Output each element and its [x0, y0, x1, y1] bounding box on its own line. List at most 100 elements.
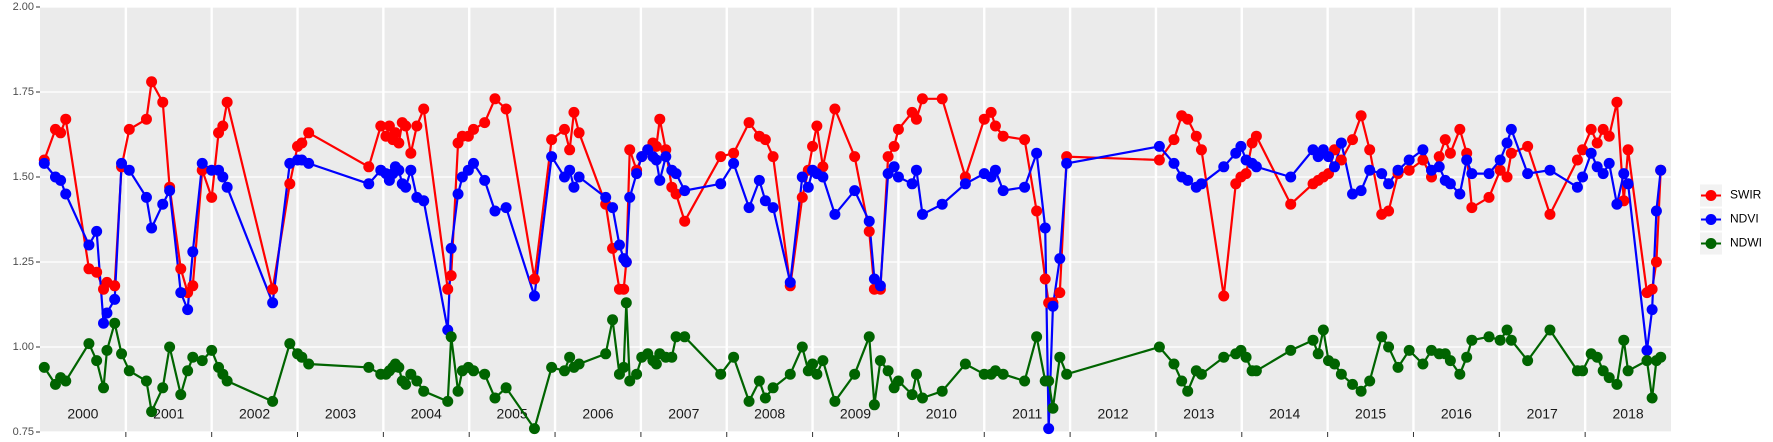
data-point — [418, 385, 430, 397]
x-tick-label: 2006 — [582, 406, 613, 422]
data-point — [267, 283, 279, 295]
data-point — [91, 266, 103, 278]
data-point — [157, 96, 169, 108]
data-point — [91, 355, 103, 367]
data-point — [1061, 157, 1073, 169]
x-tick-label: 2008 — [754, 406, 785, 422]
data-point — [1364, 144, 1376, 156]
data-point — [985, 106, 997, 118]
data-point — [546, 151, 558, 163]
data-point — [573, 127, 585, 139]
data-point — [1483, 191, 1495, 203]
data-point — [363, 361, 375, 373]
data-point — [916, 93, 928, 105]
data-point — [405, 147, 417, 159]
data-point — [892, 375, 904, 387]
data-point — [1317, 324, 1329, 336]
data-point — [1655, 164, 1667, 176]
data-point — [1591, 351, 1603, 363]
data-point — [1618, 168, 1630, 180]
data-point — [528, 273, 540, 285]
data-point — [715, 178, 727, 190]
data-point — [1322, 151, 1334, 163]
data-point — [753, 375, 765, 387]
data-point — [743, 395, 755, 407]
data-point — [1235, 140, 1247, 152]
data-point — [829, 208, 841, 220]
data-point — [796, 341, 808, 353]
data-point — [1466, 202, 1478, 214]
data-point — [1376, 331, 1388, 343]
data-point — [442, 283, 454, 295]
data-point — [959, 358, 971, 370]
data-point — [1383, 178, 1395, 190]
data-point — [1403, 154, 1415, 166]
data-point — [1195, 144, 1207, 156]
data-point — [303, 157, 315, 169]
data-point — [363, 178, 375, 190]
data-point — [116, 157, 128, 169]
data-point — [1585, 147, 1597, 159]
data-point — [109, 317, 121, 329]
data-point — [1461, 154, 1473, 166]
data-point — [1347, 188, 1359, 200]
data-point — [500, 202, 512, 214]
data-point — [489, 93, 501, 105]
data-point — [759, 134, 771, 146]
data-point — [670, 188, 682, 200]
y-tick-label: 0.75 — [13, 426, 34, 438]
data-point — [1646, 283, 1658, 295]
data-point — [1522, 140, 1534, 152]
data-point — [849, 368, 861, 380]
data-point — [1417, 154, 1429, 166]
data-point — [654, 174, 666, 186]
data-point — [863, 225, 875, 237]
data-point — [906, 178, 918, 190]
data-point — [1285, 344, 1297, 356]
data-point — [666, 351, 678, 363]
data-point — [1355, 185, 1367, 197]
data-point — [146, 406, 158, 418]
data-point — [1153, 154, 1165, 166]
data-point — [1505, 123, 1517, 135]
data-point — [98, 317, 110, 329]
data-point — [375, 120, 387, 132]
data-point — [882, 365, 894, 377]
data-point — [196, 157, 208, 169]
data-point — [101, 307, 113, 319]
data-point — [175, 263, 187, 275]
data-point — [221, 96, 233, 108]
data-point — [1383, 205, 1395, 217]
data-point — [1544, 324, 1556, 336]
data-point — [1182, 385, 1194, 397]
data-point — [650, 140, 662, 152]
data-point — [445, 331, 457, 343]
data-point — [759, 392, 771, 404]
data-point — [892, 171, 904, 183]
data-point — [1218, 290, 1230, 302]
data-point — [849, 185, 861, 197]
data-point — [182, 304, 194, 316]
x-tick-label: 2013 — [1183, 406, 1214, 422]
data-point — [1622, 365, 1634, 377]
data-point — [164, 185, 176, 197]
data-point — [60, 375, 72, 387]
data-point — [1591, 137, 1603, 149]
data-point — [916, 208, 928, 220]
data-point — [452, 385, 464, 397]
x-tick-label: 2010 — [926, 406, 957, 422]
data-point — [1019, 181, 1031, 193]
data-point — [1153, 341, 1165, 353]
data-point — [784, 368, 796, 380]
data-point — [1250, 161, 1262, 173]
data-point — [38, 361, 50, 373]
data-point — [1335, 368, 1347, 380]
data-point — [1031, 147, 1043, 159]
data-point — [489, 205, 501, 217]
data-point — [1054, 253, 1066, 265]
data-point — [1603, 130, 1615, 142]
data-point — [989, 164, 1001, 176]
data-point — [1444, 355, 1456, 367]
data-point — [620, 256, 632, 268]
data-point — [479, 117, 491, 129]
